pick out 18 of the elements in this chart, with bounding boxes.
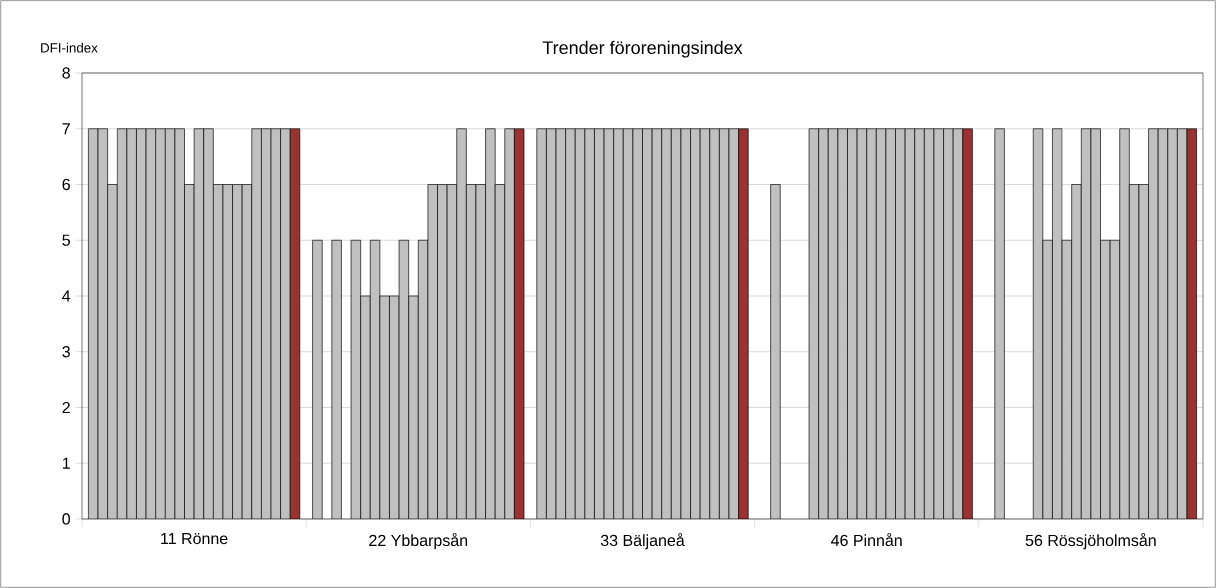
- y-tick-label: 1: [62, 457, 70, 469]
- x-tick-label: 46 Pinnån: [831, 533, 902, 547]
- x-tick-label: 22 Ybbarpsån: [369, 533, 468, 550]
- x-tick-label: 33 Bäljaneå: [600, 533, 685, 550]
- y-tick-label: 2: [62, 401, 70, 414]
- y-axis-title: DFI-index: [41, 42, 98, 53]
- chart-title: Trender föroreningsindex: [542, 40, 743, 58]
- y-tick-label: 8: [62, 67, 70, 79]
- y-tick-label: 7: [62, 123, 70, 135]
- y-tick-label: 5: [62, 234, 70, 246]
- x-tick-label: 11 Rönne: [161, 533, 228, 545]
- y-tick-label: 4: [62, 290, 71, 302]
- y-tick-label: 0: [62, 513, 71, 525]
- x-tick-label: 56 Rössjöholmsån: [1025, 533, 1156, 550]
- bar: [738, 128, 749, 519]
- bar: [962, 128, 973, 519]
- y-tick-label: 6: [62, 178, 70, 191]
- y-tick-label: 3: [62, 346, 70, 358]
